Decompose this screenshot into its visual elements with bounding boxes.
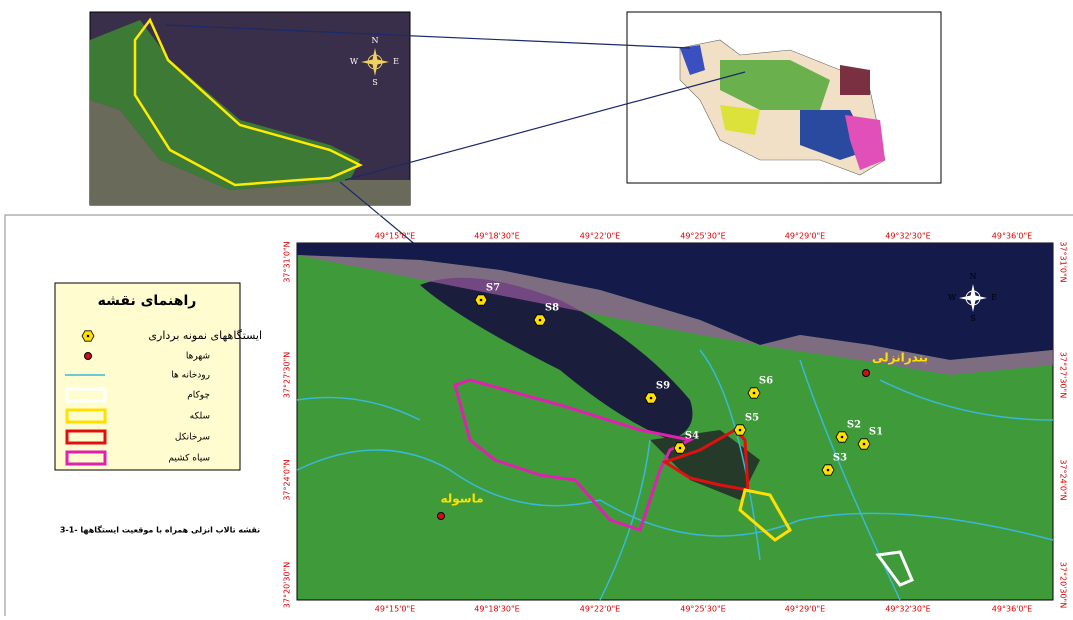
- legend-label: سرخانکل: [175, 433, 210, 443]
- legend-dot: [86, 334, 90, 338]
- legend-symbol: [65, 408, 107, 424]
- legend-symbol: [65, 387, 107, 403]
- legend-label: ایستگاههای نمونه برداری: [148, 329, 262, 342]
- city-label: بندرانزلی: [872, 351, 928, 365]
- city-marker: [862, 369, 870, 377]
- lon-label: 49°15'0"E: [375, 605, 415, 614]
- city-label: ماسوله: [440, 492, 483, 507]
- city-marker: [437, 512, 445, 520]
- compass-ring: [367, 54, 383, 70]
- lon-label: 49°22'0"E: [580, 232, 620, 241]
- station-dot: [538, 318, 542, 322]
- lon-label: 49°32'30"E: [885, 232, 930, 241]
- lat-label: 37°20'30"N: [283, 562, 292, 608]
- compass-rose: [361, 48, 389, 76]
- lon-label: 49°29'0"E: [785, 605, 825, 614]
- lat-label: 37°20'30"N: [1059, 562, 1068, 608]
- lon-label: 49°36'0"E: [992, 605, 1032, 614]
- legend-label: سلکه: [190, 412, 210, 422]
- station-dot: [826, 468, 830, 472]
- legend-title: راهنمای نقشه: [98, 293, 197, 309]
- compass-letter: N: [970, 272, 977, 281]
- legend-symbol: [65, 450, 107, 466]
- station-label: S8: [545, 303, 559, 314]
- legend-label: شهرها: [186, 352, 210, 362]
- legend-symbol: [65, 429, 107, 445]
- compass-ring: [965, 290, 981, 306]
- main-map: [296, 242, 1054, 601]
- lon-label: 49°25'30"E: [680, 232, 725, 241]
- station-dot: [840, 435, 844, 439]
- station-label: S3: [833, 453, 847, 464]
- lat-label: 37°31'0"N: [283, 241, 292, 282]
- station-label: S9: [656, 381, 670, 392]
- station-dot: [738, 428, 742, 432]
- caption: 3-1- نقشه تالاب انزلی همراه با موقعیت ای…: [60, 525, 260, 535]
- legend-symbol: [84, 352, 92, 360]
- lat-label: 37°24'0"N: [1059, 459, 1068, 500]
- lat-label: 37°27'30"N: [283, 352, 292, 398]
- lon-label: 49°15'0"E: [375, 232, 415, 241]
- lon-label: 49°18'30"E: [474, 605, 519, 614]
- legend-label: سیاه کشیم: [168, 454, 210, 464]
- lat-label: 37°31'0"N: [1059, 241, 1068, 282]
- lon-label: 49°36'0"E: [992, 232, 1032, 241]
- station-label: S4: [685, 431, 699, 442]
- lon-label: 49°32'30"E: [885, 605, 930, 614]
- lat-label: 37°24'0"N: [283, 459, 292, 500]
- compass-letter: E: [991, 293, 997, 302]
- legend: راهنمای نقشه: [54, 282, 241, 471]
- station-label: S1: [869, 427, 883, 438]
- compass-letter: S: [372, 78, 377, 87]
- station-dot: [479, 298, 483, 302]
- legend-label: رودخانه ها: [171, 371, 210, 381]
- lon-label: 49°29'0"E: [785, 232, 825, 241]
- compass-letter: N: [372, 36, 379, 45]
- station-dot: [752, 391, 756, 395]
- lon-label: 49°18'30"E: [474, 232, 519, 241]
- compass-letter: W: [350, 57, 359, 66]
- legend-items: ایستگاههای نمونه برداری شهرها رودخانه ها چو…: [65, 329, 262, 466]
- lon-label: 49°22'0"E: [580, 605, 620, 614]
- station-label: S2: [847, 420, 861, 431]
- compass-rose: [959, 284, 987, 312]
- station-label: S6: [759, 376, 773, 387]
- compass-letter: W: [948, 293, 957, 302]
- station-label: S7: [486, 283, 500, 294]
- compass-letter: S: [970, 314, 975, 323]
- compass-letter: E: [393, 57, 399, 66]
- legend-label: چوکام: [187, 391, 210, 401]
- station-label: S5: [745, 413, 759, 424]
- lat-label: 37°27'30"N: [1059, 352, 1068, 398]
- iran-inset: [626, 11, 942, 184]
- station-dot: [678, 446, 682, 450]
- station-dot: [649, 396, 653, 400]
- station-dot: [862, 442, 866, 446]
- lon-label: 49°25'30"E: [680, 605, 725, 614]
- satellite-inset: [89, 11, 411, 206]
